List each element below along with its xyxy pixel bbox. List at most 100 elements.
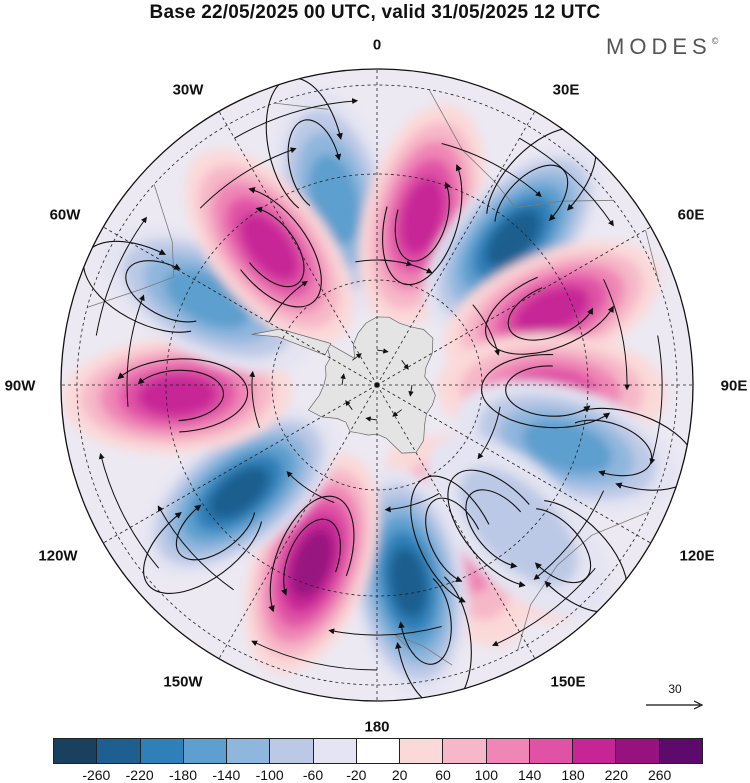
reference-arrow-icon xyxy=(646,700,704,710)
streamline-arrow xyxy=(345,400,353,410)
meridian-line xyxy=(103,226,378,386)
streamline-loop xyxy=(534,508,592,584)
streamline-loop xyxy=(83,240,192,333)
streamline-loop xyxy=(507,287,593,341)
colorbar-label: 260 xyxy=(647,767,672,783)
coastline xyxy=(428,89,614,209)
meridian-line xyxy=(376,226,651,386)
colorbar-swatch xyxy=(312,739,356,763)
meridian-line xyxy=(218,111,378,386)
anomaly-layer xyxy=(62,87,679,697)
brand-name: MODES xyxy=(606,34,712,59)
streamline-arc xyxy=(249,370,260,428)
streamline-loop xyxy=(117,358,249,433)
streamline-arc xyxy=(519,137,614,227)
streamline-arc xyxy=(126,294,145,407)
colorbar-swatch xyxy=(269,739,313,763)
colorbar-label: 220 xyxy=(604,767,629,783)
antarctic-peninsula xyxy=(251,328,332,356)
streamline-arc xyxy=(603,279,631,391)
graticule xyxy=(61,69,693,701)
streamline-arrow xyxy=(352,353,362,361)
lon-label-120w: 120W xyxy=(38,547,78,565)
streamline-loop xyxy=(143,511,263,594)
map-title: Base 22/05/2025 00 UTC, valid 31/05/2025… xyxy=(149,2,601,23)
colorbar-swatch xyxy=(442,739,486,763)
meridian-line xyxy=(218,384,378,659)
colorbar-label: -260 xyxy=(82,767,111,783)
colorbar-swatch xyxy=(572,739,616,763)
anomaly-center xyxy=(141,408,337,577)
streamline-arc xyxy=(199,147,297,209)
streamline-loop xyxy=(574,419,653,477)
streamline-arrow xyxy=(365,416,378,422)
streamline-loop xyxy=(287,119,342,206)
streamline-loop xyxy=(265,77,343,209)
streamline-arc xyxy=(268,280,308,323)
streamline-loop xyxy=(240,187,322,308)
streamline-loop xyxy=(137,369,225,422)
lon-label-30e: 30E xyxy=(552,81,580,99)
meridian-line xyxy=(376,384,536,659)
colorbar-swatch xyxy=(182,739,227,763)
colorbar-swatch xyxy=(528,739,573,763)
colorbar-label: 140 xyxy=(517,767,542,783)
streamline-loop xyxy=(465,489,522,569)
streamline-arc xyxy=(157,505,234,591)
lon-label-90e: 90E xyxy=(720,377,748,395)
colorbar-label: 20 xyxy=(391,767,408,783)
pole-marker xyxy=(374,382,380,388)
brand-copyright-mark: © xyxy=(711,36,719,46)
coastlines xyxy=(87,89,660,666)
colorbar-swatch xyxy=(615,739,659,763)
coastline xyxy=(645,229,660,283)
coastline xyxy=(517,511,650,651)
streamline-arc xyxy=(472,304,501,356)
wind-streamlines xyxy=(83,77,693,701)
streamline-loop xyxy=(249,206,305,288)
colorbar-label: -100 xyxy=(255,767,284,783)
lon-label-180: 180 xyxy=(364,718,390,736)
lon-label-60w: 60W xyxy=(49,206,81,224)
streamline-loop xyxy=(394,181,451,262)
colorbar-labels: -260 -220 -180 -140 -100 -60 -20 20 60 100 140 180 2… xyxy=(53,767,703,783)
streamline-arc xyxy=(251,640,378,671)
streamline-arc xyxy=(477,406,501,460)
colorbar-label: 100 xyxy=(474,767,499,783)
streamline-arc xyxy=(355,259,413,267)
streamline-loop xyxy=(425,497,480,583)
coastline xyxy=(274,102,329,110)
streamline-loop xyxy=(281,518,341,596)
colorbar-label: -180 xyxy=(168,767,198,783)
colorbar-label: -220 xyxy=(125,767,154,783)
anomaly-center xyxy=(185,149,354,345)
lon-label-150e: 150E xyxy=(550,673,586,691)
colorbar-label: -140 xyxy=(212,767,241,783)
colorbar-swatch xyxy=(139,739,183,763)
streamline-loop xyxy=(382,164,463,286)
anomaly-center xyxy=(424,145,603,332)
colorbar-label: -60 xyxy=(302,767,324,783)
coastline xyxy=(87,184,175,308)
streamline-loop xyxy=(125,260,197,323)
colorbar-swatch xyxy=(54,739,97,763)
lon-label-0: 0 xyxy=(372,36,382,54)
streamline-loop xyxy=(481,353,611,429)
streamline-arc xyxy=(384,492,440,513)
colorbar-label: 60 xyxy=(435,767,451,783)
lon-label-90w: 90W xyxy=(4,377,36,395)
meridian-line xyxy=(376,384,651,544)
colorbar-swatch xyxy=(485,739,529,763)
modes-logo: MODES© xyxy=(606,34,718,60)
colorbar-label: -20 xyxy=(346,767,367,783)
lon-label-150w: 150W xyxy=(163,673,203,691)
colorbar-swatch xyxy=(96,739,140,763)
streamline-loop xyxy=(447,469,530,588)
streamline-loop xyxy=(398,578,452,665)
colorbar-label: 180 xyxy=(561,767,585,783)
meridian-line xyxy=(376,111,536,386)
reference-vector-value: 30 xyxy=(668,682,682,696)
streamline-arc xyxy=(234,98,359,139)
streamline-loop xyxy=(410,475,490,603)
